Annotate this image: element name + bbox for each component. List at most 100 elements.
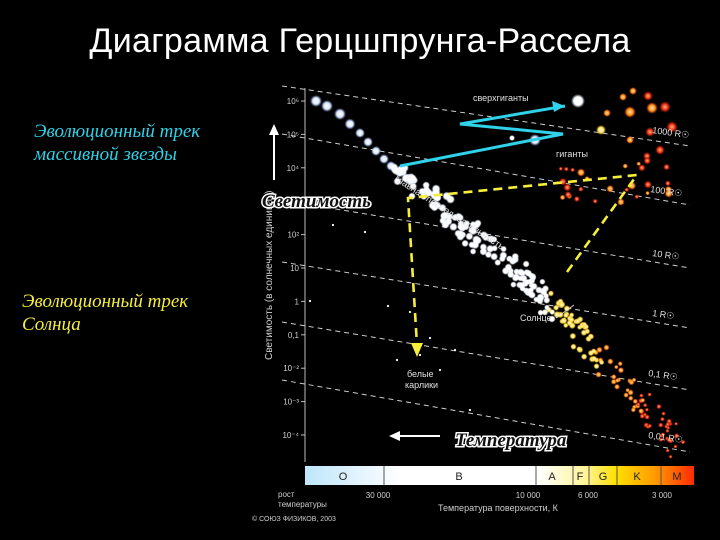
main-sequence-star (580, 329, 588, 337)
radius-lines (281, 85, 691, 453)
main-sequence-star (558, 300, 566, 309)
main-sequence-star (596, 346, 603, 354)
main-sequence-star (553, 310, 561, 319)
white-dwarf-star (386, 304, 390, 308)
main-sequence-star (451, 213, 459, 222)
giant-star (563, 166, 569, 172)
main-sequence-star (661, 411, 666, 416)
main-sequence-star (627, 395, 634, 402)
y-tick-label: 10 (290, 264, 299, 273)
spectral-class-F: F (577, 471, 584, 483)
main-sequence-star (472, 237, 481, 246)
main-sequence-star (581, 321, 588, 328)
giant-star (578, 186, 584, 192)
white-dwarf-star (418, 353, 422, 357)
white-dwarfs-label-2: карлики (405, 380, 438, 390)
main-sequence-star (560, 317, 568, 325)
radius-line-10 (281, 199, 691, 269)
main-sequence-star (457, 229, 465, 237)
white-dwarf-star (408, 310, 412, 314)
radius-line-0.01 (281, 379, 691, 453)
luminosity-label: Светимость (262, 191, 371, 212)
giant-star (664, 180, 671, 187)
main-sequence-star (409, 174, 417, 183)
sun-track-note: Эволюционный трек Солнца (22, 291, 189, 335)
white-dwarf-star (308, 299, 312, 303)
main-sequence-star (647, 392, 652, 397)
giant-star (564, 190, 572, 199)
main-sequence-star (487, 235, 496, 244)
white-dwarfs-label-1: белые (407, 369, 434, 379)
slide-title: Диаграмма Герцшпрунга-Рассела (89, 22, 631, 60)
supergiant-star (666, 121, 678, 133)
blue-giant-star (355, 128, 365, 138)
main-sequence-star (635, 401, 641, 407)
main-sequence-star (631, 377, 637, 383)
radius-label: 0,01 R☉ (648, 430, 684, 445)
spectral-class-O: O (339, 471, 348, 483)
main-sequence-star (647, 423, 653, 429)
supergiant-star (624, 106, 636, 118)
white-dwarf-star (395, 358, 399, 362)
y-tick-label: 0,1 (288, 331, 300, 340)
y-axis-ticks: 10⁶ 10⁵ 10⁴ 10³ 10² 10 1 0,1 10⁻² 10⁻³ 10⁻⁴ (282, 97, 305, 440)
main-sequence-star (627, 389, 634, 396)
y-tick-label: 10⁻² (283, 364, 299, 373)
y-tick-label: 10² (287, 231, 299, 240)
supergiant-star (596, 125, 606, 135)
main-sequence-star (552, 304, 560, 311)
main-sequence-star (638, 408, 645, 414)
main-sequence-star (617, 366, 625, 374)
spectral-class-B: B (455, 471, 462, 483)
giant-star (643, 156, 652, 165)
main-sequence-star (658, 437, 664, 443)
sun-pointer (555, 304, 575, 319)
main-sequence-star (473, 221, 481, 229)
main-sequence-star (548, 315, 556, 323)
radius-label: 10 R☉ (652, 248, 680, 262)
blue-giant-star (310, 95, 322, 107)
white-dwarf-star (428, 336, 432, 340)
main-sequence-star (541, 308, 549, 316)
supergiant-star (643, 91, 653, 101)
main-sequence-star (522, 260, 530, 268)
main-sequence-star (574, 317, 582, 325)
temperature-label: Температура (455, 430, 567, 451)
giant-star (645, 190, 650, 196)
main-sequence-star (659, 416, 665, 422)
giant-star (606, 184, 615, 193)
main-sequence-star (674, 421, 679, 426)
main-sequence-star (524, 290, 531, 297)
main-sequence-star (580, 353, 588, 360)
spectral-class-G: G (599, 471, 608, 483)
main-sequence-star (673, 444, 678, 449)
x-tick-label: 6 000 (578, 491, 599, 500)
main-sequence-star (660, 432, 666, 437)
y-tick-label: 10⁻⁴ (282, 431, 299, 440)
main-sequence-star (504, 263, 513, 272)
x-axis-title: Температура поверхности, К (438, 503, 559, 513)
giant-star (563, 183, 572, 192)
blue-giant-star (344, 118, 356, 130)
white-dwarf-star (468, 408, 472, 412)
main-sequence-star (614, 378, 620, 384)
supergiant-star (626, 136, 634, 144)
sun-track-arrowhead (411, 343, 423, 357)
supergiant-star (655, 145, 665, 155)
giant-star (638, 163, 646, 172)
giant-star (663, 163, 671, 171)
main-sequence-star (494, 259, 502, 266)
supergiant-star (645, 127, 655, 137)
main-sequence-star (422, 185, 431, 194)
massive-star-track-note: Эволюционный трек массивной звезды (34, 121, 201, 165)
main-sequence-star (593, 363, 600, 370)
main-sequence-star (444, 217, 453, 226)
white-dwarf-star (363, 230, 367, 234)
main-sequence-star (500, 245, 507, 253)
white-dwarf-star (331, 223, 335, 227)
main-sequence-star (613, 383, 621, 390)
main-sequence-star (665, 421, 671, 427)
giant-star (643, 180, 653, 189)
radius-line-0.1 (281, 321, 691, 391)
